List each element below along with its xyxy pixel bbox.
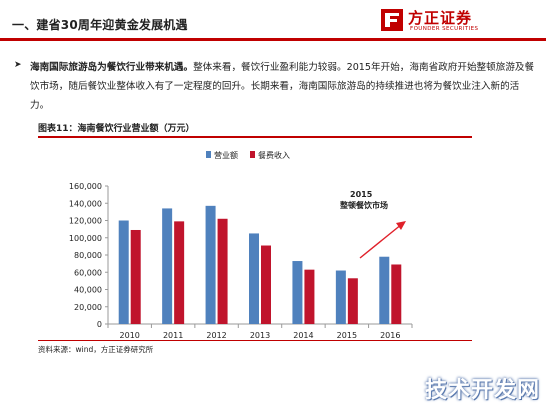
y-tick-label: 160,000 xyxy=(69,182,102,191)
bar-meal-income-2015 xyxy=(347,278,358,324)
annotation-arrow-line xyxy=(359,223,403,259)
summary-paragraph: 海南国际旅游岛为餐饮行业带来机遇。整体来看，餐饮行业盈利能力较弱。2015年开始… xyxy=(30,58,536,115)
bar-meal-income-2010 xyxy=(130,229,141,324)
watermark: 技术开发网 xyxy=(424,378,540,403)
company-logo: 方正证券 FOUNDER SECURITIES xyxy=(380,6,530,36)
bullet-arrow-icon: ➤ xyxy=(14,60,22,70)
bar-revenue-2010 xyxy=(118,220,129,324)
figure-title: 图表11：海南餐饮行业营业额（万元） xyxy=(38,124,195,134)
y-tick-label: 120,000 xyxy=(69,217,102,226)
x-tick-label: 2015 xyxy=(337,331,357,338)
y-axis: 0 20,000 40,000 60,000 80,000 100,000 120,000 1… xyxy=(69,182,109,329)
bar-meal-income-2016 xyxy=(391,264,402,324)
legend-label: 营业额 xyxy=(214,150,238,160)
y-tick-label: 60,000 xyxy=(74,268,102,277)
logo-text: 方正证券 xyxy=(408,9,473,27)
y-tick-label: 100,000 xyxy=(69,234,102,243)
y-tick-label: 0 xyxy=(97,320,102,329)
bar-meal-income-2012 xyxy=(217,218,228,324)
slide-header: 一、建省30周年迎黄金发展机遇 方正证券 FOUNDER SECURITIES xyxy=(0,0,546,46)
x-tick-label: 2016 xyxy=(380,331,400,338)
source-rule xyxy=(38,340,472,341)
annotation-year: 2015 xyxy=(350,190,373,199)
x-tick-label: 2011 xyxy=(163,331,183,338)
paragraph-body: 整体来看，餐饮行业盈利能力较弱。2015年开始，海南省政府开始整顿旅游及餐饮市场… xyxy=(30,62,535,111)
bar-series xyxy=(118,205,402,324)
header-divider xyxy=(0,38,546,41)
figure-title-rule xyxy=(38,136,472,138)
bar-meal-income-2011 xyxy=(174,221,185,324)
annotation-text: 整顿餐饮市场 xyxy=(339,200,388,210)
legend-swatch xyxy=(206,151,211,158)
bar-revenue-2012 xyxy=(205,205,216,324)
y-tick-label: 40,000 xyxy=(74,286,102,295)
y-tick-label: 20,000 xyxy=(74,303,102,312)
section-title: 一、建省30周年迎黄金发展机遇 xyxy=(12,18,188,32)
revenue-bar-chart: 0 20,000 40,000 60,000 80,000 100,000 120,000 1… xyxy=(69,150,413,338)
legend-swatch xyxy=(250,151,255,158)
bar-revenue-2011 xyxy=(162,208,173,324)
founder-logo-icon xyxy=(381,9,403,31)
x-tick-label: 2013 xyxy=(250,331,270,338)
y-tick-label: 140,000 xyxy=(69,199,102,208)
bar-meal-income-2013 xyxy=(261,245,271,324)
bar-meal-income-2014 xyxy=(304,269,315,324)
bar-revenue-2014 xyxy=(292,261,303,324)
chart-legend: 营业额 餐费收入 xyxy=(206,150,290,160)
data-source: 资料来源：wind，方正证券研究所 xyxy=(38,345,154,354)
x-tick-label: 2014 xyxy=(293,331,313,338)
logo-subtext: FOUNDER SECURITIES xyxy=(410,26,479,32)
bar-revenue-2013 xyxy=(249,233,259,324)
y-tick-label: 80,000 xyxy=(74,251,102,260)
x-axis: 2010 2011 2012 2013 2014 2015 2016 xyxy=(107,323,413,338)
bar-revenue-2016 xyxy=(379,256,390,324)
paragraph-lead: 海南国际旅游岛为餐饮行业带来机遇。 xyxy=(30,62,194,73)
bar-revenue-2015 xyxy=(335,270,346,324)
legend-label: 餐费收入 xyxy=(258,150,290,160)
annotation-arrowhead-icon xyxy=(396,221,406,230)
x-tick-label: 2012 xyxy=(206,331,226,338)
x-tick-label: 2010 xyxy=(120,331,140,338)
